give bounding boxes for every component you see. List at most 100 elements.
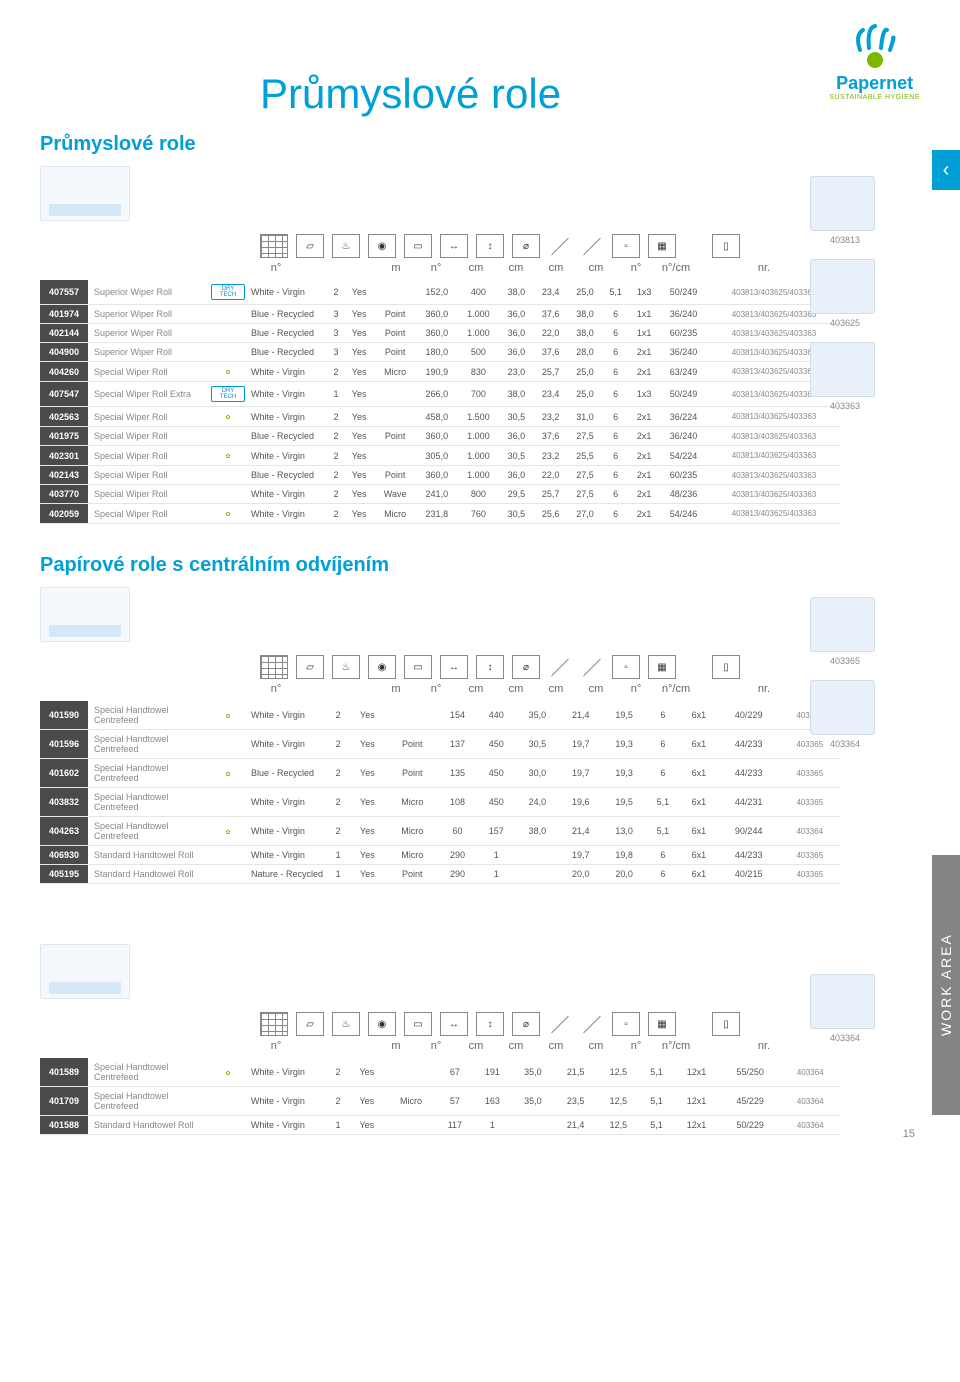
v: [374, 382, 416, 407]
v: 27,5: [568, 427, 602, 446]
v: 38,0: [499, 382, 533, 407]
v: 137: [438, 730, 477, 759]
dispenser-code: 403363: [810, 401, 880, 411]
grid-icon: [260, 655, 288, 679]
brand-badge: [208, 865, 248, 884]
material: White - Virgin: [248, 382, 328, 407]
product-code: 404260: [40, 362, 88, 382]
dispenser-icon: ▯: [712, 234, 740, 258]
v: [374, 407, 416, 427]
v: 1: [328, 846, 348, 865]
v: Point: [386, 759, 438, 788]
dispenser-code: 403364: [810, 1033, 880, 1043]
circle-icon: [548, 1012, 572, 1036]
roll-icon: ◉: [368, 655, 396, 679]
v: 44/233: [718, 759, 780, 788]
material: White - Virgin: [248, 1087, 328, 1116]
v: 152,0: [416, 280, 458, 305]
brand-badge: [208, 846, 248, 865]
dispenser-code: 403813: [810, 235, 880, 245]
v: 20,0: [559, 865, 602, 884]
v: 54/246: [659, 504, 708, 524]
v: Yes: [344, 446, 374, 466]
v: Yes: [348, 759, 386, 788]
v: 6x1: [680, 759, 718, 788]
v: 2: [328, 1058, 348, 1087]
product-code: 403832: [40, 788, 88, 817]
v: 44/233: [718, 846, 780, 865]
v: 12,5: [597, 1116, 640, 1135]
v: Micro: [386, 846, 438, 865]
v: Yes: [344, 427, 374, 446]
brand-badge: [208, 343, 248, 362]
table-row: 406930Standard Handtowel RollWhite - Vir…: [40, 846, 840, 865]
v: Yes: [344, 504, 374, 524]
v: 2: [328, 504, 344, 524]
product-code: 402144: [40, 324, 88, 343]
v: [374, 280, 416, 305]
product-name: Special Handtowel Centrefeed: [88, 817, 208, 846]
v: Micro: [374, 362, 416, 382]
cert-icon: ♨: [332, 234, 360, 258]
v: 23,4: [534, 382, 568, 407]
material: White - Virgin: [248, 846, 328, 865]
v: 30,5: [516, 730, 559, 759]
v: 1.000: [458, 446, 500, 466]
table-row: 401589Special Handtowel Centrefeed✿White…: [40, 1058, 840, 1087]
v: 45/229: [720, 1087, 781, 1116]
table-row: 401709Special Handtowel CentrefeedWhite …: [40, 1087, 840, 1116]
v: 12x1: [673, 1116, 719, 1135]
v: 1: [477, 846, 516, 865]
v: Point: [374, 305, 416, 324]
product-code: 401589: [40, 1058, 88, 1087]
brand-badge: ✿: [208, 362, 248, 382]
v: Micro: [374, 504, 416, 524]
brand-badge: [208, 485, 248, 504]
height-icon: ↕: [476, 655, 504, 679]
product-name: Special Wiper Roll: [88, 427, 208, 446]
page-number: 15: [903, 1128, 915, 1140]
material: White - Virgin: [248, 788, 328, 817]
v: 6x1: [680, 846, 718, 865]
v: 1: [473, 1116, 511, 1135]
v: Yes: [348, 730, 386, 759]
dispenser-img: [810, 597, 875, 652]
material: Blue - Recycled: [248, 324, 328, 343]
v: 25,0: [568, 382, 602, 407]
width-icon: ↔: [440, 1012, 468, 1036]
v: 2: [328, 280, 344, 305]
v: 6: [602, 362, 629, 382]
v: Yes: [348, 701, 386, 730]
dispenser-code: 403365: [810, 656, 880, 666]
brand-badge: DRY TECH: [208, 280, 248, 305]
v: 190,9: [416, 362, 458, 382]
product-thumb: [40, 166, 130, 221]
side-dispenser-images: 403364: [810, 974, 880, 1057]
v: 22,0: [534, 324, 568, 343]
dispenser-codes: 403813/403625/403363: [708, 427, 840, 446]
table-row: 407557Superior Wiper RollDRY TECHWhite -…: [40, 280, 840, 305]
table-row: 402144Superior Wiper RollBlue - Recycled…: [40, 324, 840, 343]
v: 6: [646, 701, 680, 730]
material: White - Virgin: [248, 485, 328, 504]
v: 19,7: [559, 846, 602, 865]
v: 19,7: [559, 730, 602, 759]
v: 36,0: [499, 466, 533, 485]
dispenser-img: [810, 342, 875, 397]
v: Yes: [344, 343, 374, 362]
v: 19,6: [559, 788, 602, 817]
v: Point: [374, 324, 416, 343]
material: White - Virgin: [248, 817, 328, 846]
v: 6: [646, 846, 680, 865]
brand-badge: [208, 324, 248, 343]
v: 1.000: [458, 305, 500, 324]
v: 60: [438, 817, 477, 846]
v: Point: [374, 466, 416, 485]
v: 3: [328, 343, 344, 362]
v: 25,0: [568, 280, 602, 305]
v: 163: [473, 1087, 511, 1116]
product-name: Special Handtowel Centrefeed: [88, 1087, 208, 1116]
product-thumb: [40, 587, 130, 642]
brand-badge: ✿: [208, 817, 248, 846]
v: 23,5: [554, 1087, 597, 1116]
